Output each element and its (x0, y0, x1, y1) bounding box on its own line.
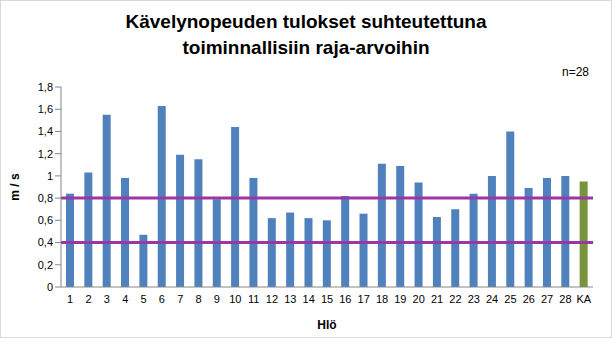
svg-text:28: 28 (559, 293, 571, 305)
svg-text:20: 20 (413, 293, 425, 305)
html-text:Kävelynopeuden tulokset suhteu: Kävelynopeuden tulokset suhteutettuna to… (125, 11, 487, 58)
svg-text:Hlö: Hlö (317, 318, 336, 332)
svg-text:24: 24 (486, 293, 498, 305)
svg-text:26: 26 (523, 293, 535, 305)
svg-text:7: 7 (177, 293, 183, 305)
svg-text:21: 21 (431, 293, 443, 305)
svg-text:1,8: 1,8 (38, 81, 53, 93)
svg-text:2: 2 (85, 293, 91, 305)
svg-text:22: 22 (449, 293, 461, 305)
svg-text:27: 27 (541, 293, 553, 305)
svg-text:5: 5 (140, 293, 146, 305)
svg-text:1: 1 (47, 170, 53, 182)
svg-text:0,6: 0,6 (38, 214, 53, 226)
svg-text:0: 0 (47, 281, 53, 293)
svg-text:9: 9 (214, 293, 220, 305)
svg-text:m / s: m / s (8, 173, 22, 201)
svg-text:0,8: 0,8 (38, 192, 53, 204)
svg-text:23: 23 (468, 293, 480, 305)
svg-text:19: 19 (394, 293, 406, 305)
svg-text:0,4: 0,4 (38, 236, 53, 248)
svg-text:8: 8 (196, 293, 202, 305)
svg-text:18: 18 (376, 293, 388, 305)
svg-text:KA: KA (576, 293, 591, 305)
html-text:n=28: n=28 (562, 65, 589, 79)
svg-text:1: 1 (67, 293, 73, 305)
svg-text:3: 3 (104, 293, 110, 305)
svg-text:1,4: 1,4 (38, 125, 53, 137)
svg-text:17: 17 (358, 293, 370, 305)
svg-text:1,2: 1,2 (38, 148, 53, 160)
svg-text:6: 6 (159, 293, 165, 305)
svg-text:10: 10 (229, 293, 241, 305)
svg-text:0,2: 0,2 (38, 259, 53, 271)
svg-text:14: 14 (303, 293, 315, 305)
svg-text:12: 12 (266, 293, 278, 305)
svg-text:13: 13 (284, 293, 296, 305)
svg-text:25: 25 (504, 293, 516, 305)
svg-text:4: 4 (122, 293, 128, 305)
svg-text:11: 11 (248, 293, 259, 305)
svg-text:15: 15 (321, 293, 333, 305)
svg-text:1,6: 1,6 (38, 103, 53, 115)
svg-text:16: 16 (339, 293, 351, 305)
